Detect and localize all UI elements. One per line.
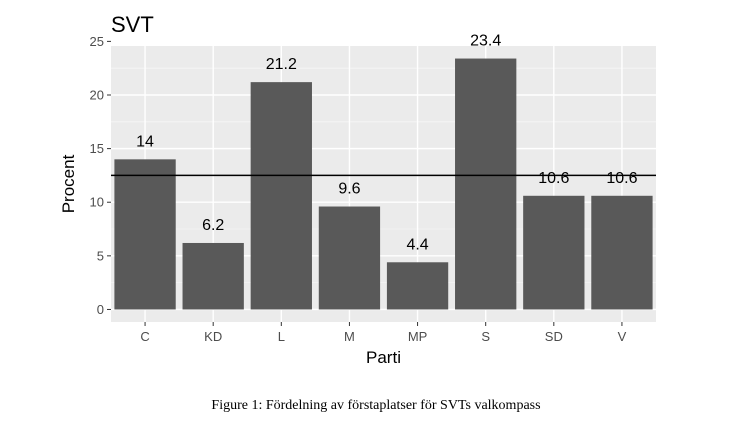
- data-label: 23.4: [470, 33, 501, 50]
- x-tick-label: MP: [408, 329, 428, 344]
- x-axis-title: Parti: [366, 348, 401, 367]
- bar-m: [318, 206, 381, 310]
- x-tick-label: L: [278, 329, 285, 344]
- x-tick-label: M: [344, 329, 355, 344]
- y-tick-label: 25: [90, 34, 104, 49]
- data-label: 10.6: [538, 170, 569, 187]
- y-tick-label: 5: [97, 248, 104, 263]
- data-label: 6.2: [202, 217, 224, 234]
- y-tick-label: 15: [90, 141, 104, 156]
- chart-title: SVT: [111, 12, 154, 37]
- x-tick-label: KD: [204, 329, 222, 344]
- y-tick-label: 10: [90, 195, 104, 210]
- data-labels: 14 6.2 21.2 9.6 4.4 23.4 10.6 10.6: [136, 33, 637, 254]
- bar-s: [455, 58, 517, 310]
- bar-sd: [523, 195, 585, 310]
- bar-v: [591, 195, 653, 310]
- bars: [114, 58, 653, 310]
- x-tick-label: V: [618, 329, 627, 344]
- data-label: 10.6: [606, 170, 637, 187]
- data-label: 9.6: [338, 181, 360, 198]
- x-tick-label: S: [481, 329, 490, 344]
- x-tick-label: C: [140, 329, 149, 344]
- bar-kd: [182, 242, 244, 310]
- x-tick-label: SD: [545, 329, 563, 344]
- figure-caption: Figure 1: Fördelning av förstaplatser fö…: [211, 398, 541, 413]
- bar-l: [250, 82, 312, 310]
- y-axis: 0 5 10 15 20 25: [90, 34, 111, 317]
- y-tick-label: 20: [90, 88, 104, 103]
- bar-c: [114, 159, 176, 310]
- data-label: 4.4: [406, 236, 428, 253]
- y-axis-title: Procent: [59, 154, 78, 213]
- bar-mp: [386, 262, 449, 310]
- data-label: 21.2: [266, 56, 297, 73]
- data-label: 14: [136, 133, 154, 150]
- x-axis: C KD L M MP S SD V: [140, 322, 627, 344]
- y-tick-label: 0: [97, 302, 104, 317]
